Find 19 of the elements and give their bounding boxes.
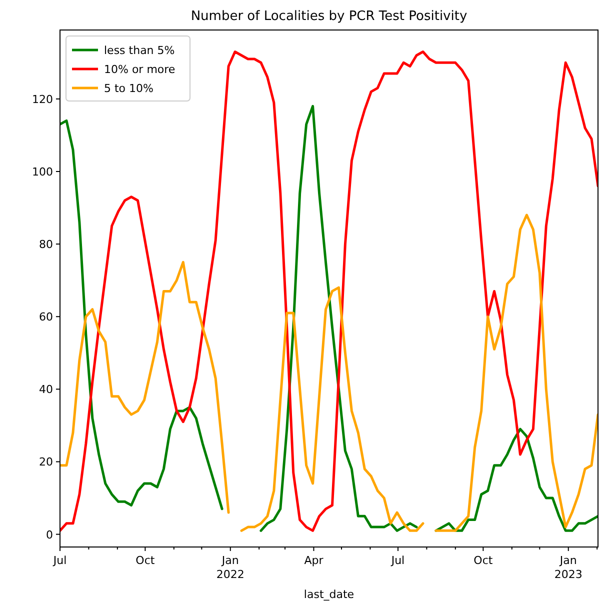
x-tick-label: Jan 2023 — [554, 554, 582, 581]
y-tick-label: 100 — [32, 165, 53, 178]
y-tick-label: 60 — [39, 310, 53, 324]
x-tick-label: Oct — [474, 554, 494, 567]
y-tick-label: 80 — [39, 238, 53, 252]
legend-label: less than 5% — [104, 44, 175, 57]
x-tick-label: Oct — [136, 554, 156, 567]
y-tick-label: 40 — [39, 383, 53, 396]
legend-label: 10% or more — [104, 63, 176, 76]
x-tick-label: Jul — [390, 554, 405, 567]
x-axis-title: last_date — [304, 588, 354, 601]
y-tick-label: 0 — [46, 528, 53, 542]
y-tick-label: 120 — [32, 92, 53, 106]
chart-title: Number of Localities by PCR Test Positivity — [190, 9, 468, 24]
x-tick-label: Jan 2022 — [216, 554, 244, 581]
x-tick-label: Jul — [52, 554, 67, 567]
x-tick-label: Apr — [304, 554, 324, 567]
y-tick-label: 20 — [39, 456, 53, 469]
legend-label: 5 to 10% — [104, 82, 154, 95]
